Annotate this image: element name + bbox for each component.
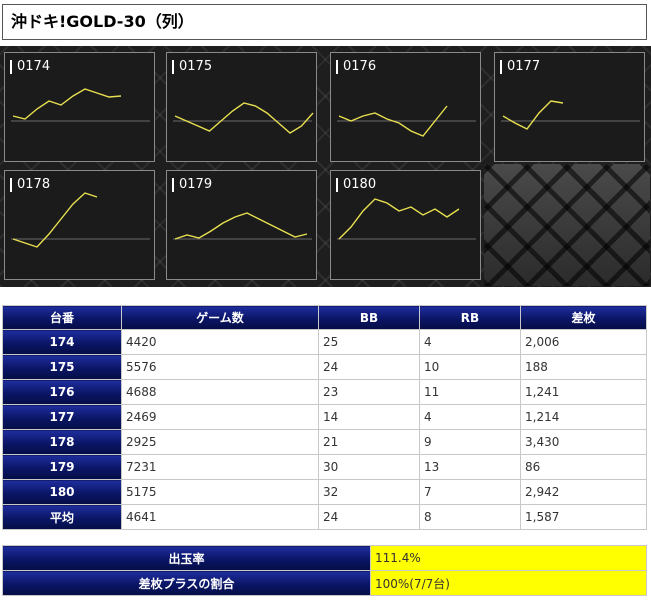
trend-line [174,102,314,134]
decorative-tile [484,164,650,286]
page-title: 沖ドキ!GOLD-30（列） [2,4,647,40]
rb-count-cell: 8 [419,504,521,530]
summary-row: 出玉率 111.4% [2,545,647,571]
trend-chart [337,105,476,137]
diff-count-cell: 2,006 [520,329,647,355]
machine-number-cell: 178 [2,429,122,455]
header-machine-number: 台番 [2,305,122,330]
table-row: 175 5576 24 10 188 [2,354,647,380]
summary-label: 差枚プラスの割合 [2,570,371,596]
trend-line [502,100,564,130]
header-game-count: ゲーム数 [121,305,319,330]
trend-chart [11,88,150,122]
graph-label: 0178 [10,178,50,192]
trend-chart [173,102,314,134]
bb-count-cell: 21 [318,429,420,455]
trend-chart [501,100,640,130]
table-row: 177 2469 14 4 1,214 [2,404,647,430]
graph-panel[interactable]: 0176 [330,52,481,162]
machine-number-cell: 176 [2,379,122,405]
summary-table: 出玉率 111.4% 差枚プラスの割合 100%(7/7台) [2,545,647,596]
bb-count-cell: 25 [318,329,420,355]
trend-line [12,192,98,248]
rb-count-cell: 9 [419,429,521,455]
trend-line [174,212,308,240]
bb-count-cell: 14 [318,404,420,430]
graph-label: 0175 [172,60,212,74]
game-count-cell: 4688 [121,379,319,405]
diff-count-cell: 3,430 [520,429,647,455]
trend-chart [337,198,476,240]
table-row: 174 4420 25 4 2,006 [2,329,647,355]
table-row: 180 5175 32 7 2,942 [2,479,647,505]
graph-panel[interactable]: 0175 [166,52,317,162]
header-rb: RB [419,305,521,330]
trend-chart [173,212,312,240]
table-header-row: 台番 ゲーム数 BB RB 差枚 [2,305,647,330]
graph-label: 0174 [10,60,50,74]
graph-panel[interactable]: 0177 [494,52,645,162]
graph-label: 0177 [500,60,540,74]
bb-count-cell: 23 [318,379,420,405]
rb-count-cell: 4 [419,329,521,355]
diff-count-cell: 1,214 [520,404,647,430]
header-diff: 差枚 [520,305,647,330]
machine-number-cell: 179 [2,454,122,480]
game-count-cell: 2469 [121,404,319,430]
header-bb: BB [318,305,420,330]
summary-row: 差枚プラスの割合 100%(7/7台) [2,570,647,596]
bb-count-cell: 32 [318,479,420,505]
graph-panel[interactable]: 0178 [4,170,155,280]
rb-count-cell: 11 [419,379,521,405]
graph-label: 0176 [336,60,376,74]
summary-value: 111.4% [370,545,647,571]
diff-count-cell: 86 [520,454,647,480]
table-row: 平均 4641 24 8 1,587 [2,504,647,530]
game-count-cell: 7231 [121,454,319,480]
summary-label: 出玉率 [2,545,371,571]
machine-number-cell: 180 [2,479,122,505]
table-row: 179 7231 30 13 86 [2,454,647,480]
trend-line [338,105,448,137]
bb-count-cell: 24 [318,504,420,530]
rb-count-cell: 13 [419,454,521,480]
bb-count-cell: 30 [318,454,420,480]
diff-count-cell: 188 [520,354,647,380]
graph-panel[interactable]: 0179 [166,170,317,280]
graph-label: 0180 [336,178,376,192]
machine-number-cell: 177 [2,404,122,430]
summary-value: 100%(7/7台) [370,570,647,596]
game-count-cell: 5175 [121,479,319,505]
trend-line [12,88,122,120]
machine-number-cell: 174 [2,329,122,355]
graph-area: 0174 0175 0176 0177 0178 0179 0180 [0,46,651,287]
trend-chart [11,192,150,248]
game-count-cell: 2925 [121,429,319,455]
graph-panel[interactable]: 0174 [4,52,155,162]
rb-count-cell: 4 [419,404,521,430]
table-row: 178 2925 21 9 3,430 [2,429,647,455]
graph-label: 0179 [172,178,212,192]
machine-data-table: 台番 ゲーム数 BB RB 差枚 174 4420 25 4 2,006 175 5576 2… [2,305,647,530]
machine-number-cell: 平均 [2,504,122,530]
machine-number-cell: 175 [2,354,122,380]
graph-panel[interactable]: 0180 [330,170,481,280]
diff-count-cell: 1,587 [520,504,647,530]
rb-count-cell: 10 [419,354,521,380]
trend-line [338,198,460,240]
rb-count-cell: 7 [419,479,521,505]
diff-count-cell: 2,942 [520,479,647,505]
diff-count-cell: 1,241 [520,379,647,405]
game-count-cell: 4641 [121,504,319,530]
bb-count-cell: 24 [318,354,420,380]
game-count-cell: 5576 [121,354,319,380]
game-count-cell: 4420 [121,329,319,355]
table-row: 176 4688 23 11 1,241 [2,379,647,405]
